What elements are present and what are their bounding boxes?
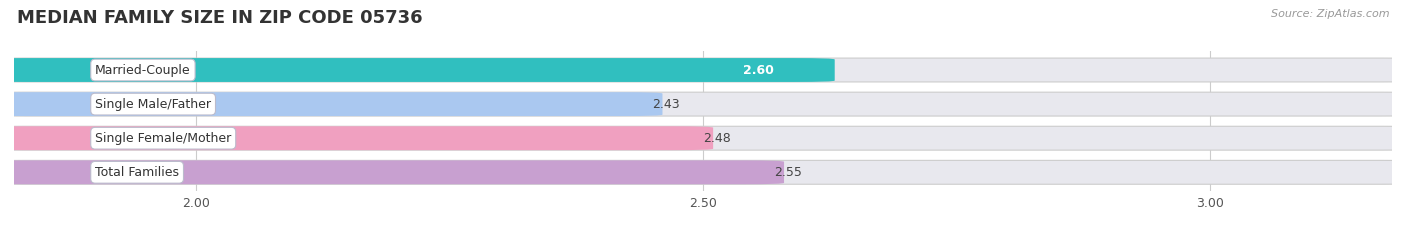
FancyBboxPatch shape (0, 92, 662, 116)
FancyBboxPatch shape (0, 126, 1406, 150)
Text: Married-Couple: Married-Couple (96, 64, 191, 76)
FancyBboxPatch shape (0, 58, 1406, 82)
Text: 2.48: 2.48 (703, 132, 731, 145)
Text: Single Female/Mother: Single Female/Mother (96, 132, 232, 145)
FancyBboxPatch shape (0, 92, 1406, 116)
Text: Source: ZipAtlas.com: Source: ZipAtlas.com (1271, 9, 1389, 19)
Text: 2.43: 2.43 (652, 98, 681, 111)
FancyBboxPatch shape (0, 58, 835, 82)
FancyBboxPatch shape (0, 160, 785, 184)
Text: Single Male/Father: Single Male/Father (96, 98, 211, 111)
Text: Total Families: Total Families (96, 166, 179, 179)
FancyBboxPatch shape (0, 126, 713, 150)
Text: MEDIAN FAMILY SIZE IN ZIP CODE 05736: MEDIAN FAMILY SIZE IN ZIP CODE 05736 (17, 9, 422, 27)
Text: 2.60: 2.60 (742, 64, 773, 76)
FancyBboxPatch shape (0, 160, 1406, 184)
Text: 2.55: 2.55 (773, 166, 801, 179)
